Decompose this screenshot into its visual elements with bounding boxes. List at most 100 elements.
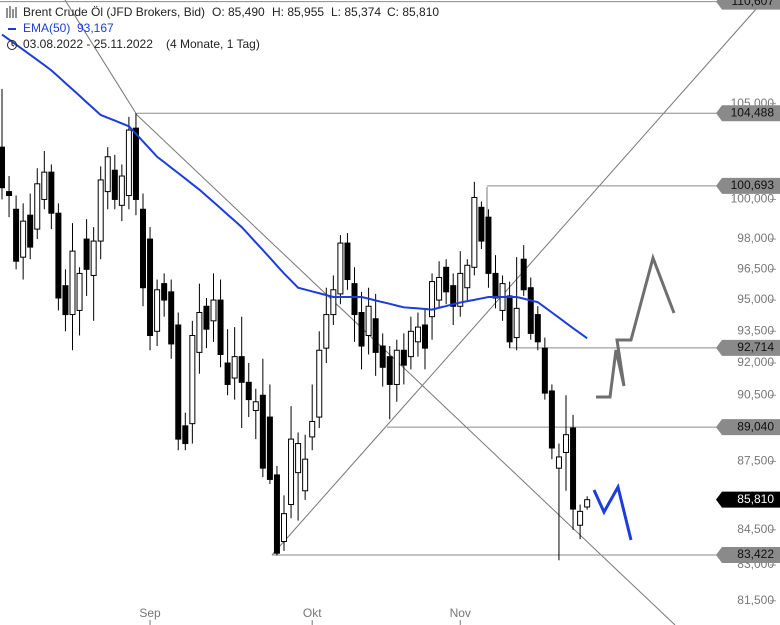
- candle-body: [196, 311, 203, 353]
- ohlc-high: H: 85,955: [272, 5, 324, 19]
- candle-body: [330, 289, 337, 316]
- y-tick-label: 87,500: [737, 454, 774, 468]
- y-tick-label: 98,000: [737, 231, 774, 245]
- candle-body: [485, 216, 492, 274]
- candle-body: [295, 443, 302, 474]
- candle-body: [478, 206, 485, 242]
- candle-body: [27, 214, 34, 248]
- price-marker: [716, 105, 780, 122]
- trend-line: [64, 0, 138, 116]
- x-tick-label: Okt: [303, 606, 322, 620]
- candle-body: [20, 220, 27, 258]
- candle-body: [555, 456, 562, 469]
- candle-body: [577, 510, 584, 526]
- candle-body: [189, 334, 196, 425]
- y-tick-label: 95,000: [737, 292, 774, 306]
- price-marker-label: 85,810: [737, 492, 774, 506]
- y-tick-label: 96,500: [737, 262, 774, 276]
- x-tick-label: Nov: [450, 606, 471, 620]
- candle-body: [6, 191, 13, 197]
- price-marker: [716, 491, 780, 508]
- candle-body: [238, 356, 245, 383]
- price-marker: [716, 0, 780, 10]
- candle-body: [62, 285, 69, 316]
- ema-line: [1, 33, 588, 340]
- candle-body: [400, 349, 407, 366]
- y-tick-label: 90,500: [737, 387, 774, 401]
- candle-body: [323, 314, 330, 349]
- candle-body: [358, 311, 365, 347]
- candle-body: [55, 212, 62, 299]
- candle-body: [231, 356, 238, 379]
- candle-body: [118, 175, 125, 206]
- candle-body: [266, 416, 273, 480]
- candle-body: [259, 394, 266, 469]
- candle-body: [471, 196, 478, 268]
- candle-body: [365, 305, 372, 336]
- candle-body: [386, 356, 393, 385]
- candle-body: [520, 258, 527, 291]
- candle-body: [422, 324, 428, 349]
- candle-body: [175, 324, 182, 440]
- ohlc-close: C: 85,810: [387, 5, 439, 19]
- candle-body: [513, 307, 520, 339]
- candle-body: [104, 156, 111, 193]
- price-marker-label: 104,488: [731, 105, 775, 119]
- candle-body: [464, 264, 471, 289]
- ohlc-open: O: 85,490: [212, 5, 265, 19]
- candle-body: [83, 238, 90, 270]
- chart-icon: [6, 6, 17, 18]
- chart-title: Brent Crude Öl (JFD Brokers, Bid): [23, 5, 205, 19]
- candle-body: [372, 318, 379, 353]
- candle-body: [48, 171, 55, 214]
- candle-body: [0, 146, 5, 189]
- candle-body: [534, 314, 541, 343]
- candle-body: [125, 129, 132, 197]
- legend-swatch: [8, 28, 16, 30]
- candle-body: [379, 345, 386, 368]
- candle-body: [506, 295, 513, 343]
- price-marker-label: 92,714: [737, 340, 774, 354]
- candle-body: [288, 438, 295, 505]
- candle-body: [316, 349, 323, 418]
- legend-ema: EMA(50): [23, 21, 70, 35]
- candle-body: [161, 283, 168, 301]
- candle-body: [111, 169, 118, 200]
- candle-body: [147, 238, 154, 336]
- candle-body: [563, 434, 569, 453]
- y-tick-label: 84,500: [737, 522, 774, 536]
- sketch-blue: [592, 482, 633, 541]
- candle-body: [407, 330, 414, 358]
- candle-body: [541, 347, 548, 394]
- price-marker-label: 83,422: [737, 547, 774, 561]
- candle-body: [97, 179, 104, 242]
- header: Brent Crude Öl (JFD Brokers, Bid) O: 85,…: [6, 5, 439, 51]
- candle-body: [584, 499, 591, 508]
- candle-body: [570, 427, 577, 510]
- candle-body: [414, 326, 421, 343]
- candle-body: [203, 305, 210, 330]
- candle-body: [309, 420, 316, 438]
- y-tick-label: 100,000: [731, 192, 775, 206]
- price-marker: [716, 177, 780, 194]
- trend-line: [271, 7, 758, 556]
- price-marker-label: 110,607: [732, 0, 775, 8]
- y-tick-label: 92,000: [737, 355, 774, 369]
- price-marker-label: 89,040: [737, 419, 774, 433]
- candle-body: [132, 127, 139, 200]
- projection-sketch: [592, 253, 676, 541]
- y-tick-label: 93,500: [737, 323, 774, 337]
- candle-body: [252, 401, 259, 412]
- clock-icon: [7, 40, 17, 50]
- candle-body: [245, 381, 252, 401]
- candle-body: [351, 283, 358, 316]
- candle-body: [393, 349, 400, 385]
- y-tick-label: 81,500: [737, 593, 774, 607]
- candle-body: [76, 272, 83, 311]
- price-marker-label: 100,693: [731, 178, 775, 192]
- candle-body: [140, 208, 146, 289]
- candle-body: [41, 171, 48, 200]
- trend-line: [136, 114, 676, 625]
